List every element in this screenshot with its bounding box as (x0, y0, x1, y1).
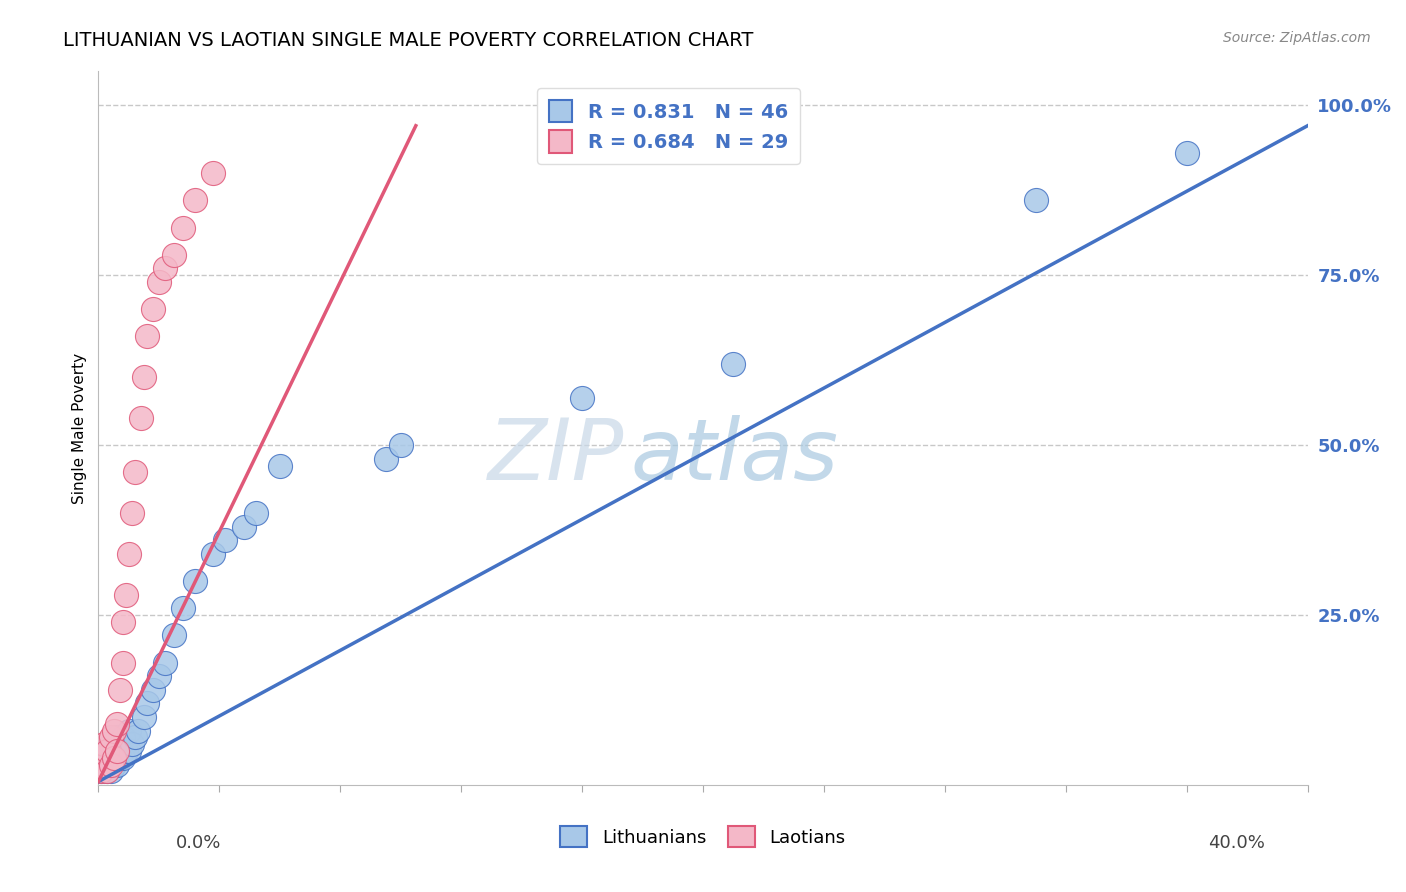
Point (1175, 145, 1198, 160)
Point (163, 628, 186, 642)
Point (202, 166, 225, 180)
Point (172, 220, 194, 235)
Point (269, 458, 291, 473)
Point (108, 751, 131, 765)
Point (103, 751, 125, 765)
Point (121, 506, 143, 520)
Point (135, 329, 157, 343)
Point (93, 737, 115, 751)
Point (374, 451, 396, 466)
Point (96, 757, 118, 772)
Point (103, 751, 125, 765)
Text: Source: ZipAtlas.com: Source: ZipAtlas.com (1223, 31, 1371, 45)
Text: LITHUANIAN VS LAOTIAN SINGLE MALE POVERTY CORRELATION CHART: LITHUANIAN VS LAOTIAN SINGLE MALE POVERT… (63, 31, 754, 50)
Point (90, 764, 112, 779)
Point (723, 357, 745, 371)
Point (232, 519, 254, 533)
Point (111, 731, 134, 745)
Point (132, 710, 155, 724)
Point (245, 506, 267, 520)
Point (129, 411, 152, 425)
Point (100, 757, 122, 772)
Point (153, 656, 176, 670)
Point (96, 744, 118, 758)
Point (105, 716, 128, 731)
Point (90, 757, 112, 772)
Point (132, 370, 155, 384)
Point (105, 744, 128, 758)
Point (184, 574, 207, 588)
Point (105, 731, 128, 745)
Point (127, 723, 149, 738)
Point (163, 248, 186, 262)
Point (153, 261, 176, 276)
Point (118, 723, 141, 738)
Y-axis label: Single Male Poverty: Single Male Poverty (72, 352, 87, 504)
Point (184, 194, 207, 208)
Point (124, 731, 146, 745)
Point (105, 744, 128, 758)
Point (1024, 194, 1046, 208)
Point (111, 656, 134, 670)
Point (214, 533, 236, 548)
Point (96, 764, 118, 779)
Point (103, 737, 125, 751)
Point (142, 682, 165, 697)
Point (103, 757, 125, 772)
Text: ZIP: ZIP (488, 415, 624, 499)
Point (90, 751, 112, 765)
Point (108, 737, 131, 751)
Point (108, 682, 131, 697)
Point (148, 275, 170, 289)
Point (172, 601, 194, 615)
Point (96, 764, 118, 779)
Point (105, 757, 128, 772)
Point (202, 547, 225, 561)
Point (93, 757, 115, 772)
Point (142, 302, 165, 317)
Point (93, 764, 115, 779)
Point (118, 744, 141, 758)
Text: 0.0%: 0.0% (176, 834, 221, 852)
Point (90, 764, 112, 779)
Text: atlas: atlas (630, 415, 838, 499)
Point (111, 751, 134, 765)
Point (100, 737, 122, 751)
Point (118, 547, 141, 561)
Point (135, 697, 157, 711)
Point (111, 615, 134, 629)
Point (100, 731, 122, 745)
Point (114, 588, 136, 602)
Point (571, 391, 593, 405)
Point (114, 744, 136, 758)
Point (100, 764, 122, 779)
Point (148, 669, 170, 683)
Point (93, 751, 115, 765)
Point (389, 438, 412, 452)
Legend: Lithuanians, Laotians: Lithuanians, Laotians (553, 819, 853, 855)
Point (93, 757, 115, 772)
Point (100, 751, 122, 765)
Point (103, 723, 125, 738)
Point (121, 737, 143, 751)
Point (124, 466, 146, 480)
Point (96, 744, 118, 758)
Text: 40.0%: 40.0% (1209, 834, 1265, 852)
